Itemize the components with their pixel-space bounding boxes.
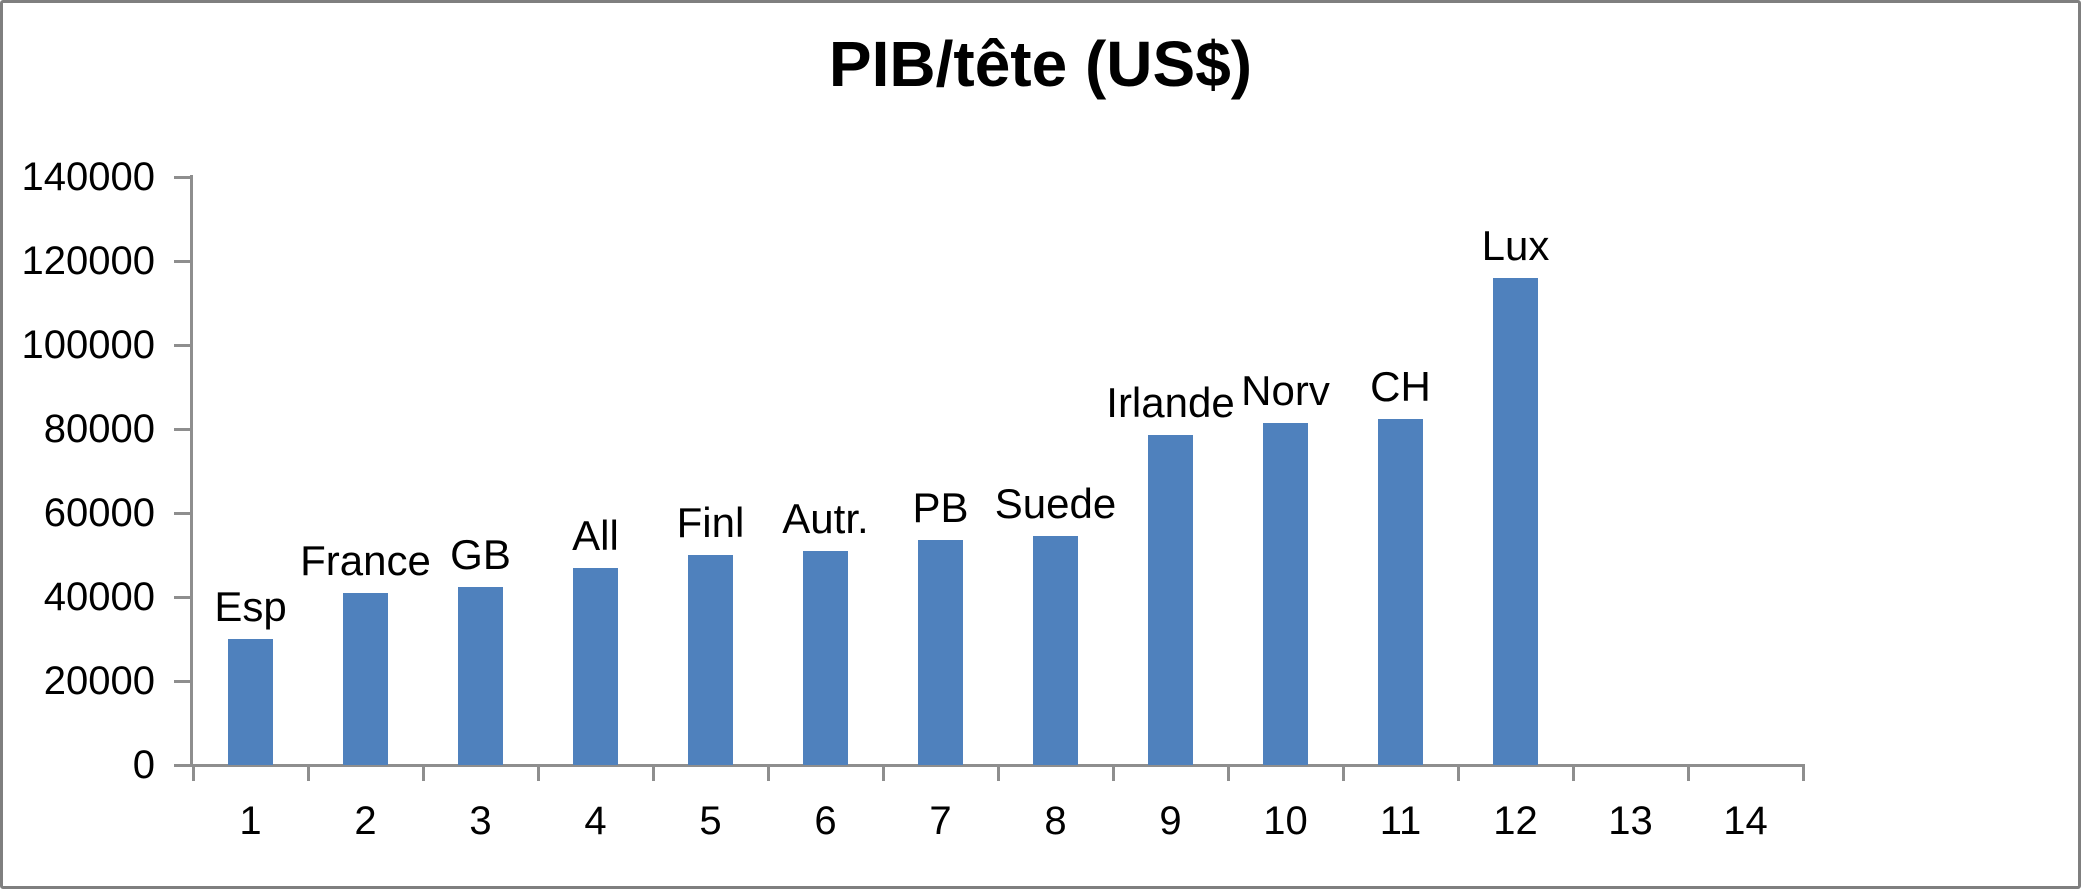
- bar: [1378, 418, 1423, 765]
- y-tick: [174, 764, 190, 767]
- x-tick-label: 4: [584, 799, 607, 843]
- x-tick: [1572, 765, 1575, 781]
- x-tick: [1342, 765, 1345, 781]
- bar: [688, 555, 733, 765]
- y-tick-label: 120000: [21, 239, 155, 283]
- y-tick-label: 140000: [21, 155, 155, 199]
- x-tick: [192, 765, 195, 781]
- x-tick-label: 3: [469, 799, 492, 843]
- bar-label: Suede: [994, 480, 1117, 528]
- bar: [918, 540, 963, 765]
- y-tick: [174, 260, 190, 263]
- y-tick: [174, 512, 190, 515]
- bar-label: Lux: [1481, 221, 1550, 269]
- y-tick-label: 100000: [21, 323, 155, 367]
- x-tick-label: 10: [1263, 799, 1308, 843]
- y-tick-label: 80000: [43, 407, 155, 451]
- x-tick: [1802, 765, 1805, 781]
- bar: [1148, 435, 1193, 765]
- x-tick: [1112, 765, 1115, 781]
- bar-label: CH: [1370, 362, 1431, 410]
- x-tick-label: 6: [814, 799, 837, 843]
- x-tick: [307, 765, 310, 781]
- x-tick: [882, 765, 885, 781]
- bar-label: Autr.: [782, 494, 869, 542]
- x-tick: [1227, 765, 1230, 781]
- y-tick: [174, 176, 190, 179]
- y-tick: [174, 680, 190, 683]
- bar-label: PB: [912, 484, 969, 532]
- chart-title: PIB/tête (US$): [828, 28, 1253, 100]
- bar: [573, 567, 618, 765]
- x-tick: [422, 765, 425, 781]
- x-tick-label: 8: [1044, 799, 1067, 843]
- x-tick: [997, 765, 1000, 781]
- x-tick-label: 11: [1379, 799, 1422, 843]
- x-tick-label: 7: [929, 799, 952, 843]
- y-tick: [174, 344, 190, 347]
- bar-label: Irlande: [1106, 379, 1235, 427]
- bar-label: France: [300, 536, 431, 584]
- x-tick-label: 2: [354, 799, 377, 843]
- x-tick-label: 5: [699, 799, 722, 843]
- x-tick-label: 13: [1608, 799, 1653, 843]
- y-tick: [174, 596, 190, 599]
- bar-label: GB: [450, 530, 511, 578]
- bar-label: Norv: [1241, 366, 1330, 414]
- x-tick-label: 9: [1159, 799, 1182, 843]
- bar-label: All: [572, 511, 619, 559]
- bar: [228, 639, 273, 765]
- bar: [1033, 536, 1078, 765]
- y-tick-label: 20000: [43, 659, 155, 703]
- x-tick-label: 1: [239, 799, 262, 843]
- x-tick-label: 12: [1493, 799, 1538, 843]
- bar: [1493, 277, 1538, 765]
- x-tick: [652, 765, 655, 781]
- bar: [1263, 422, 1308, 765]
- x-tick: [537, 765, 540, 781]
- y-axis-line: [190, 175, 193, 767]
- y-tick-label: 40000: [43, 575, 155, 619]
- x-tick: [1457, 765, 1460, 781]
- y-tick: [174, 428, 190, 431]
- bar-label: Esp: [214, 583, 287, 630]
- y-tick-label: 0: [132, 743, 155, 787]
- bar-label: Finl: [676, 499, 745, 546]
- bar: [458, 586, 503, 765]
- x-tick: [1687, 765, 1690, 781]
- bar: [343, 592, 388, 765]
- bar: [803, 550, 848, 765]
- x-tick-label: 14: [1723, 799, 1768, 843]
- x-tick: [767, 765, 770, 781]
- y-tick-label: 60000: [43, 491, 155, 535]
